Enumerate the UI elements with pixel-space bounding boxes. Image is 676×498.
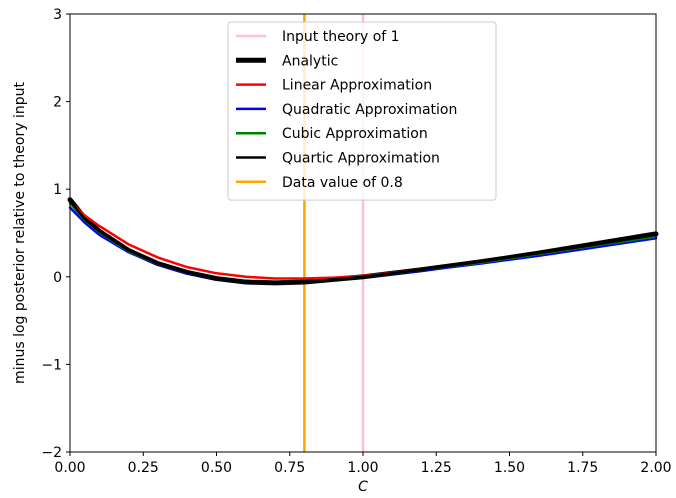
- legend: Input theory of 1 Analytic Linear Approxim…: [227, 21, 497, 201]
- legend-label-cubic-approximation: Cubic Approximation: [282, 126, 428, 142]
- x-tick-label: 0.00: [54, 460, 85, 476]
- x-tick-label: 1.75: [567, 460, 598, 476]
- x-tick-label: 0.75: [274, 460, 305, 476]
- y-tick-label: −2: [41, 445, 62, 461]
- x-axis-ticks: 0.00 0.25 0.50 0.75 1.00 1.25 1.50 1.75 2.00: [54, 452, 672, 476]
- legend-label-analytic: Analytic: [282, 53, 338, 69]
- x-tick-label: 1.25: [421, 460, 452, 476]
- x-axis-label: C: [358, 479, 368, 495]
- legend-label-linear-approximation: Linear Approximation: [282, 78, 432, 94]
- y-tick-label: 3: [53, 7, 62, 23]
- legend-label-input-theory-of-1: Input theory of 1: [282, 29, 400, 45]
- y-axis-ticks: −2 −1 0 1 2 3: [41, 7, 70, 461]
- legend-label-data-value-of-0-8: Data value of 0.8: [282, 175, 403, 191]
- x-tick-label: 1.50: [494, 460, 525, 476]
- x-tick-label: 1.00: [347, 460, 378, 476]
- y-tick-label: 1: [53, 182, 62, 198]
- legend-label-quadratic-approximation: Quadratic Approximation: [282, 102, 457, 118]
- y-tick-label: 0: [53, 270, 62, 286]
- x-tick-label: 2.00: [640, 460, 671, 476]
- x-tick-label: 0.25: [128, 460, 159, 476]
- legend-box: [227, 21, 497, 201]
- y-tick-label: 2: [53, 95, 62, 111]
- x-tick-label: 0.50: [201, 460, 232, 476]
- legend-label-quartic-approximation: Quartic Approximation: [282, 151, 440, 167]
- series-quartic-approximation: [68, 199, 658, 285]
- y-axis-label: minus log posterior relative to theory i…: [12, 82, 28, 384]
- y-tick-label: −1: [41, 357, 62, 373]
